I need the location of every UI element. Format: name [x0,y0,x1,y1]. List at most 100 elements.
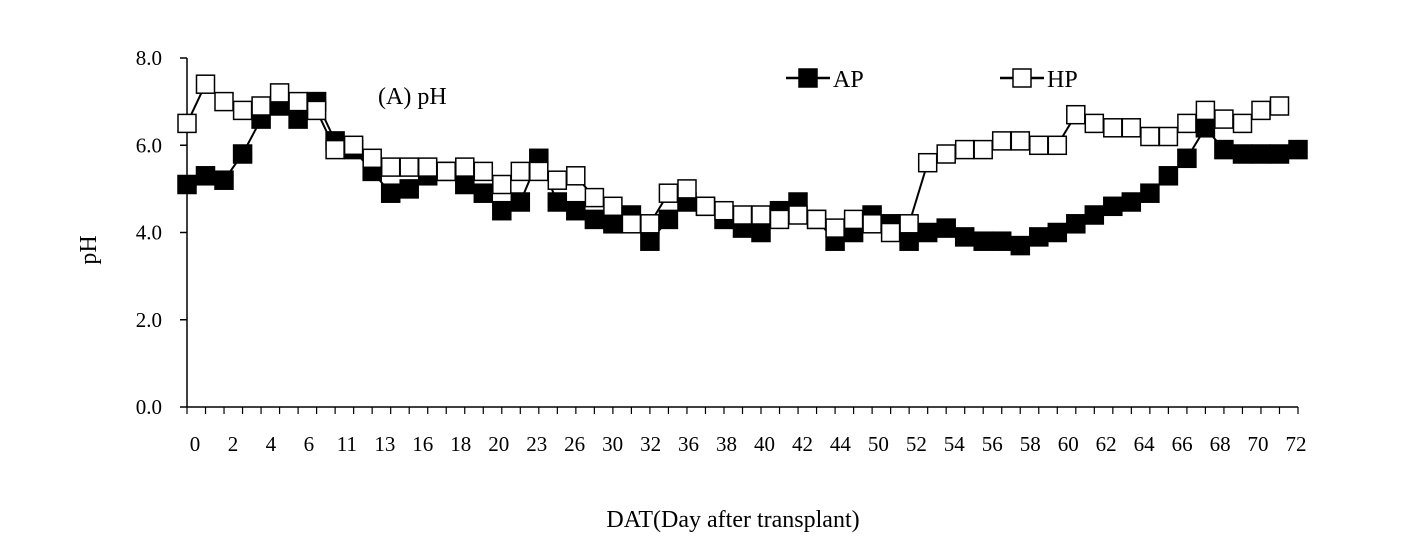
data-point-hp [1251,100,1271,121]
data-point-ap [510,192,531,212]
x-tick-label: 62 [1096,432,1117,456]
data-point-ap [195,166,216,186]
data-point-ap [1195,118,1216,138]
data-point-hp [232,100,253,121]
data-point-hp [695,196,716,217]
data-point-ap [973,231,993,251]
x-tick-label: 0 [190,432,201,456]
legend-marker [1012,68,1032,88]
data-point-hp [936,144,956,164]
data-point-ap [1121,192,1142,212]
x-tick-label: 38 [716,432,737,456]
data-point-hp [473,161,494,182]
data-point-hp [677,179,697,199]
data-point-ap [1251,144,1271,164]
data-point-hp [1195,100,1216,121]
data-point-hp [288,91,308,112]
data-point-ap [566,200,586,221]
data-point-ap [954,227,975,247]
data-point-ap [1269,144,1290,164]
data-point-ap [473,183,494,203]
data-point-ap [380,183,401,203]
data-point-hp [269,83,290,103]
data-point-hp [1066,104,1086,125]
data-point-hp [1010,131,1031,151]
data-point-hp [547,170,568,190]
data-point-ap [1066,214,1086,234]
data-point-hp [899,214,919,234]
data-point-hp [973,139,993,160]
legend-item-hp: HP [1000,67,1078,93]
data-point-ap [640,231,660,251]
data-point-ap [584,209,605,230]
legend-marker [798,68,818,88]
data-point-hp [714,200,734,221]
data-point-ap [1103,196,1123,217]
x-tick-label: 6 [304,432,315,456]
data-point-ap [936,218,956,238]
data-point-ap [603,214,623,234]
y-tick-label: 2.0 [136,308,162,332]
x-tick-label: 20 [488,432,509,456]
data-point-hp [195,74,216,94]
data-point-hp [1140,126,1160,147]
x-tick-label: 40 [754,432,775,456]
x-tick-label: 42 [792,432,813,456]
data-point-hp [1177,113,1197,134]
x-tick-label: 54 [944,432,966,456]
y-axis-title: pH [76,235,102,264]
data-point-hp [917,152,938,173]
y-tick-label: 4.0 [136,221,162,245]
x-tick-label: 52 [906,432,927,456]
data-point-hp [251,96,271,116]
data-point-hp [862,214,882,234]
data-point-hp [306,100,327,121]
y-tick-label: 6.0 [136,133,162,157]
x-tick-label: 26 [564,432,585,456]
data-point-hp [510,161,531,182]
data-point-ap [492,200,512,221]
data-point-hp [954,139,975,160]
data-point-hp [1103,118,1123,138]
data-point-hp [658,183,679,203]
x-tick-label: 44 [830,432,852,456]
x-tick-label: 2 [228,432,239,456]
data-point-ap [1177,148,1197,169]
data-point-hp [732,205,753,225]
data-point-hp [343,135,364,156]
y-axis: 0.0 2.0 4.0 6.0 8.0 [136,46,188,419]
data-point-hp [825,218,845,238]
data-point-hp [991,131,1012,151]
data-point-ap [658,209,679,230]
x-tick-label: 70 [1248,432,1269,456]
legend-item-ap: AP [786,67,864,93]
x-tick-label: 18 [450,432,471,456]
data-point-ap [1047,222,1068,243]
data-point-ap [1029,227,1049,247]
data-point-ap [1084,205,1105,225]
x-tick-label: 13 [374,432,395,456]
legend: AP HP [786,67,1078,93]
data-point-hp [621,214,642,234]
x-tick-label: 36 [678,432,699,456]
data-point-ap [177,174,197,195]
legend-label: HP [1047,67,1078,93]
legend-label: AP [833,67,864,93]
data-point-hp [362,148,382,169]
data-point-hp [177,113,197,134]
data-point-ap [1158,166,1179,186]
x-tick-label: 11 [337,432,357,456]
x-axis: 0 2 4 6 11 13 16 18 20 23 26 30 32 36 38 40 42 44 50 52 54 56… [186,406,1307,456]
y-tick-label: 8.0 [136,46,162,70]
x-tick-label: 32 [640,432,661,456]
data-point-hp [603,196,623,217]
data-point-hp [640,214,660,234]
data-point-ap [1232,144,1253,164]
data-point-hp [1084,113,1105,134]
data-point-ap [1140,183,1160,203]
data-point-hp [751,205,771,225]
x-tick-label: 50 [868,432,889,456]
x-tick-label: 64 [1134,432,1156,456]
data-point-hp [769,209,790,230]
